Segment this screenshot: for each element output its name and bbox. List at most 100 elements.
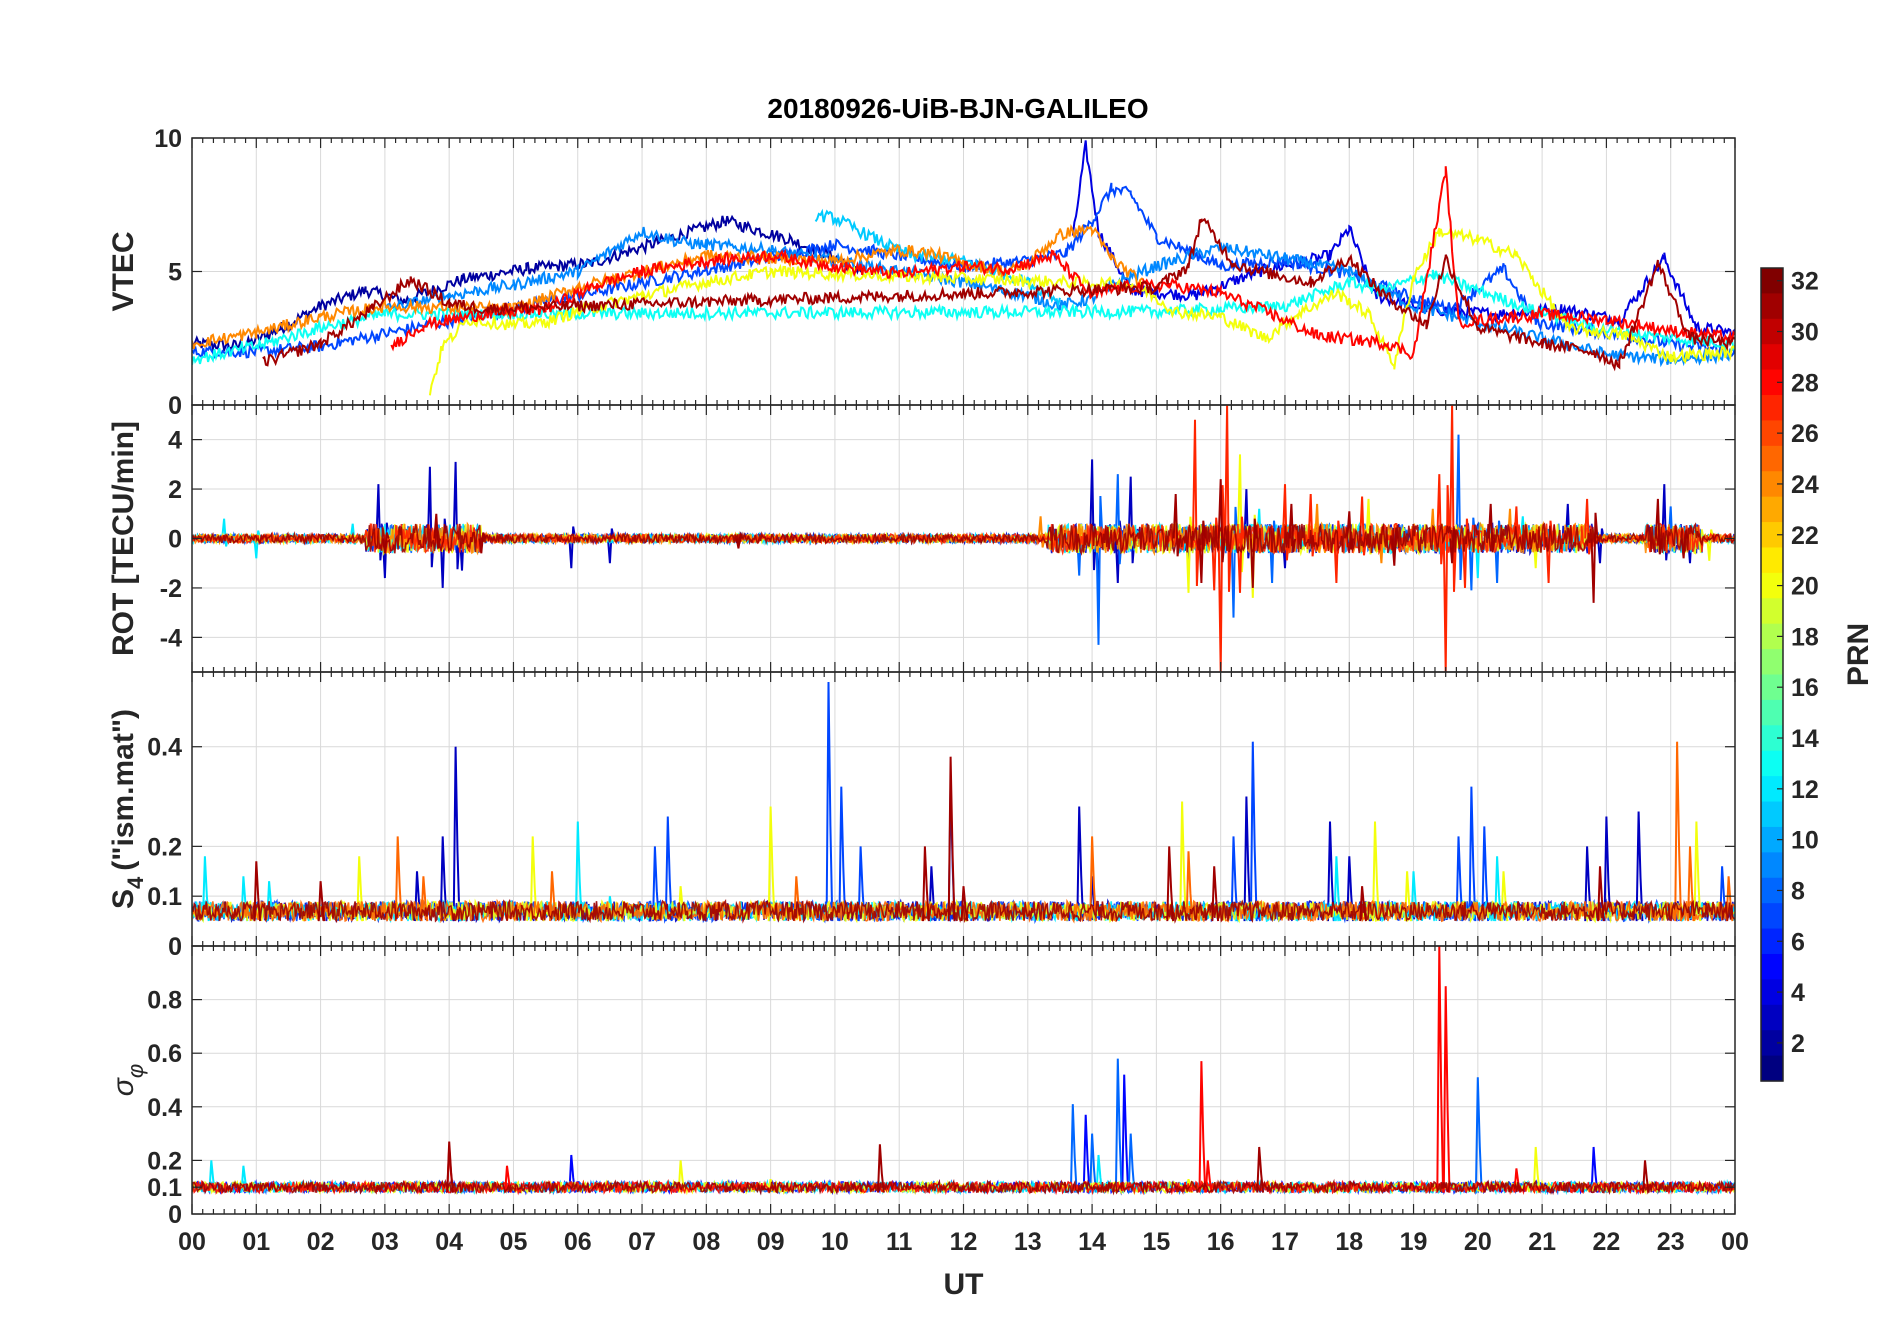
spike-prn-27 [1224, 405, 1232, 592]
spike-prn-25 [1674, 741, 1682, 922]
colorbar-segment [1761, 344, 1783, 371]
y-tick-label: -4 [160, 624, 182, 652]
colorbar-tick-label: 26 [1791, 420, 1819, 448]
spike-prn-25 [1185, 851, 1194, 922]
spike-prn-7 [1249, 741, 1258, 922]
series-line-prn-20 [428, 226, 1735, 396]
spike-prn-28 [1198, 1061, 1207, 1193]
spike-prn-31 [1449, 528, 1457, 564]
colorbar-tick-label: 30 [1791, 319, 1819, 347]
spike-prn-28 [1204, 1160, 1213, 1193]
spike-prn-27 [1282, 484, 1290, 561]
spike-prn-27 [1442, 485, 1451, 672]
y-tick-label: -2 [160, 575, 182, 603]
x-tick-label: 03 [371, 1228, 399, 1256]
colorbar-segment [1761, 979, 1783, 1006]
spike-prn-31 [735, 531, 744, 549]
series-line-prn-4 [1071, 140, 1735, 339]
spike-prn-31 [1198, 520, 1207, 584]
series-group [192, 946, 1735, 1196]
spike-prn-7 [1468, 786, 1477, 922]
spike-prn-27 [1237, 516, 1245, 593]
colorbar-segment [1761, 877, 1783, 904]
x-tick-label: 11 [886, 1228, 913, 1256]
colorbar-segment [1761, 395, 1783, 422]
spike-prn-31 [877, 1144, 885, 1193]
noise-trace-prn-31 [192, 898, 1735, 924]
spike-prn-27 [1307, 493, 1316, 557]
y-tick-label: 5 [168, 259, 182, 287]
series-line-prn-7 [192, 182, 1735, 360]
spike-prn-7 [1481, 826, 1490, 922]
colorbar-segment [1761, 598, 1783, 625]
spike-prn-7 [838, 786, 847, 922]
spike-prn-20 [1706, 529, 1715, 561]
spike-prn-20 [1237, 454, 1245, 573]
colorbar-frame [1760, 267, 1784, 1082]
colorbar-segment [1761, 471, 1783, 498]
colorbar-tick-label: 6 [1791, 928, 1805, 956]
spike-prn-27 [1192, 419, 1200, 587]
y-tick-label: 0.4 [147, 1094, 182, 1122]
colorbar-tick-label: 18 [1791, 623, 1819, 651]
spike-prn-3 [1603, 816, 1612, 922]
colorbar-segment [1761, 268, 1783, 295]
y-axis-label: ROT [TECU/min] [107, 421, 140, 656]
spike-prn-31 [1590, 512, 1599, 603]
colorbar-segment [1761, 1055, 1783, 1082]
spike-prn-8 [1127, 1133, 1136, 1193]
noise-trace-prn-27 [192, 522, 1735, 556]
y-tick-label: 0.2 [147, 1147, 182, 1175]
spike-prn-5 [1082, 1114, 1091, 1193]
x-tick-label: 01 [242, 1228, 270, 1256]
colorbar-segment [1761, 623, 1783, 650]
spike-prn-12 [221, 518, 229, 547]
colorbar-segment [1761, 649, 1783, 676]
series-group [192, 140, 1735, 396]
spike-prn-24 [1037, 516, 1046, 548]
colorbar-segment [1761, 826, 1783, 853]
colorbar-segment [1761, 699, 1783, 726]
spike-prn-31 [922, 846, 930, 922]
grid [191, 946, 1736, 1215]
spike-prn-31 [433, 513, 442, 549]
colorbar-tick-label: 14 [1791, 725, 1819, 753]
y-tick-label: 10 [154, 125, 182, 153]
y-tick-label: 0 [168, 526, 182, 554]
x-tick-label: 18 [1335, 1228, 1363, 1256]
colorbar-tick-label: 20 [1791, 573, 1819, 601]
x-tick-label: 10 [821, 1228, 849, 1256]
spike-prn-31 [1256, 1146, 1265, 1193]
x-tick-label: 00 [178, 1228, 206, 1256]
spike-prn-28 [1442, 986, 1451, 1193]
x-axis: 00 01 02 03 04 05 06 07 08 09 10 11 12 13 14 15 16 17 18 19… [178, 1228, 1749, 1301]
colorbar-segment [1761, 496, 1783, 523]
colorbar-tick-label: 4 [1791, 979, 1805, 1007]
spike-prn-27 [1545, 520, 1554, 584]
spike-prn-31 [1288, 503, 1297, 553]
colorbar-segment [1761, 369, 1783, 396]
spike-prn-27 [1333, 520, 1342, 584]
y-tick-label: 0 [168, 1201, 182, 1229]
spike-prn-27 [1436, 474, 1445, 565]
panel-4: 00.10.2 0.4 0.6 0.8 σφ [107, 945, 1736, 1229]
spike-prn-27 [1449, 405, 1457, 592]
spike-prn-31 [1346, 511, 1355, 550]
ticks [191, 405, 1736, 672]
spike-prn-20 [1532, 1146, 1541, 1193]
spike-prn-20 [356, 856, 364, 922]
x-tick-label: 05 [500, 1228, 528, 1256]
spike-prn-3 [1597, 528, 1605, 564]
colorbar-tick-label: 2 [1791, 1030, 1805, 1058]
spike-prn-31 [1211, 866, 1220, 922]
spike-prn-3 [452, 461, 461, 570]
spike-prn-3 [1327, 821, 1335, 922]
spike-prn-27 [1217, 485, 1226, 672]
y-axis-label: VTEC [107, 231, 140, 311]
ticks [191, 137, 1736, 406]
series-line-prn-2 [192, 214, 868, 354]
colorbar-tick-label: 22 [1791, 522, 1819, 550]
y-tick-label: 2 [168, 476, 182, 504]
series-group [192, 405, 1735, 672]
